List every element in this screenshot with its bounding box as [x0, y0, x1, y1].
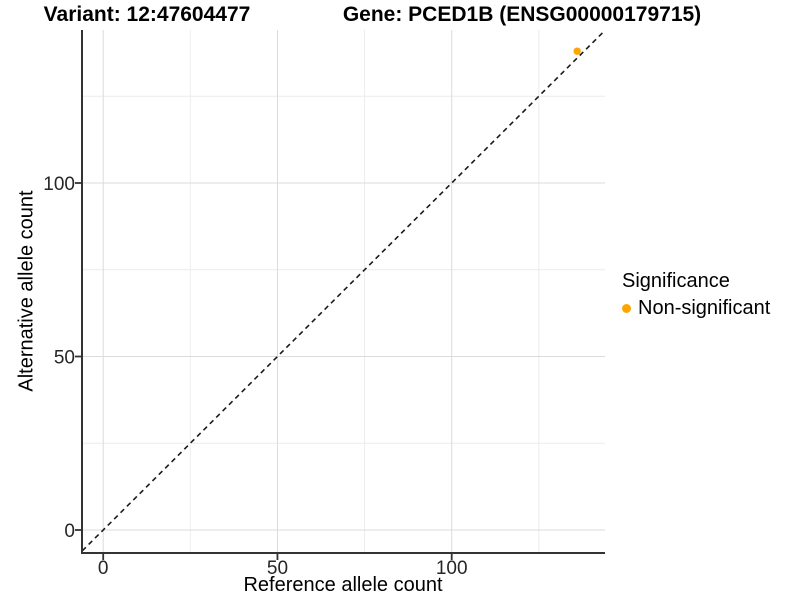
plot-title-variant: Variant: 12:47604477 [43, 3, 251, 26]
legend-title: Significance [622, 270, 730, 292]
legend: Significance Non-significant [622, 270, 770, 320]
x-tick-label: 50 [267, 558, 288, 579]
plot-title-gene: Gene: PCED1B (ENSG00000179715) [342, 3, 702, 26]
x-axis-title: Reference allele count [243, 574, 443, 596]
y-tick-label: 50 [54, 348, 75, 369]
y-tick-label: 0 [64, 521, 75, 542]
x-tick-label: 0 [98, 558, 109, 579]
legend-item-non-significant: Non-significant [622, 297, 770, 320]
data-point [573, 47, 581, 55]
legend-item-label: Non-significant [638, 297, 771, 319]
identity-line [81, 29, 606, 552]
x-tick-label: 100 [436, 558, 468, 579]
y-tick-label: 100 [43, 174, 75, 195]
legend-point-icon [622, 304, 631, 313]
